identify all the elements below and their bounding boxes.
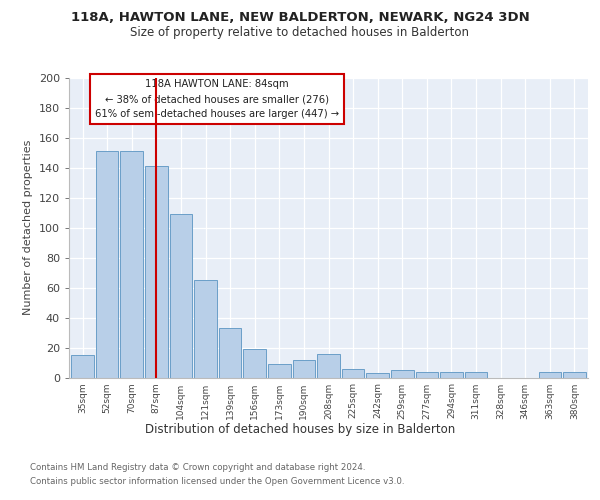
Bar [194,280,217,378]
Text: 118A HAWTON LANE: 84sqm
← 38% of detached houses are smaller (276)
61% of semi-d: 118A HAWTON LANE: 84sqm ← 38% of detache… [95,79,339,120]
Bar [465,372,487,378]
Bar [391,370,413,378]
Text: 118A, HAWTON LANE, NEW BALDERTON, NEWARK, NG24 3DN: 118A, HAWTON LANE, NEW BALDERTON, NEWARK… [71,11,529,24]
Bar [244,349,266,378]
Bar [219,328,241,378]
Text: Size of property relative to detached houses in Balderton: Size of property relative to detached ho… [131,26,470,39]
Bar [121,151,143,378]
Bar [317,354,340,378]
Bar [170,214,192,378]
Text: Contains HM Land Registry data © Crown copyright and database right 2024.: Contains HM Land Registry data © Crown c… [30,462,365,471]
Bar [563,372,586,378]
Bar [96,151,118,378]
Text: Contains public sector information licensed under the Open Government Licence v3: Contains public sector information licen… [30,478,404,486]
Bar [145,166,167,378]
Text: Distribution of detached houses by size in Balderton: Distribution of detached houses by size … [145,422,455,436]
Bar [293,360,315,378]
Bar [268,364,290,378]
Bar [440,372,463,378]
Y-axis label: Number of detached properties: Number of detached properties [23,140,33,315]
Bar [539,372,561,378]
Bar [342,368,364,378]
Bar [71,355,94,378]
Bar [416,372,438,378]
Bar [367,373,389,378]
